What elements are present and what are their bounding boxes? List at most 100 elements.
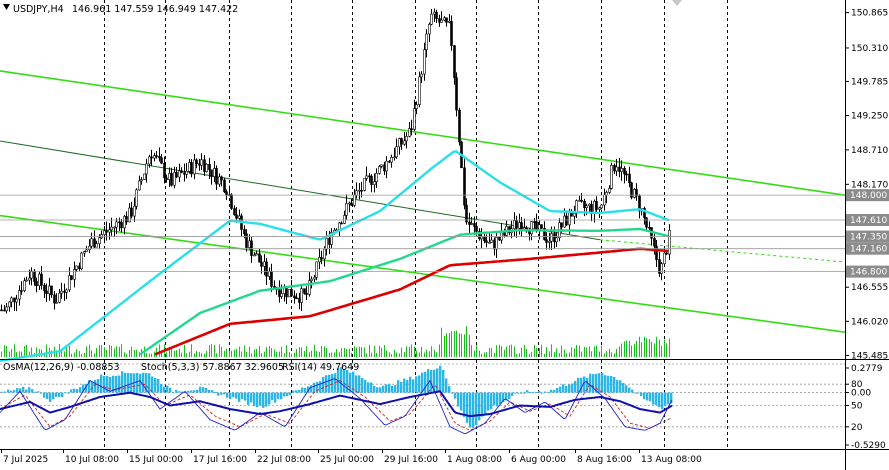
price-axis[interactable]: 150.865 150.310 149.785 149.250 148.710 148.1… <box>845 9 888 362</box>
candle-body-54[interactable] <box>135 189 138 207</box>
candle-body-251[interactable] <box>628 173 631 184</box>
candle-body-248[interactable] <box>620 168 623 172</box>
candle-body-178[interactable] <box>445 17 448 23</box>
candle-body-66[interactable] <box>165 177 168 180</box>
candle-body-92[interactable] <box>230 194 233 209</box>
candle-body-13[interactable] <box>33 270 36 282</box>
stoch-main-line[interactable] <box>0 378 673 434</box>
candle-body-64[interactable] <box>160 157 163 164</box>
candle-body-206[interactable] <box>515 220 518 229</box>
candle-body-142[interactable] <box>355 190 358 196</box>
candle-body-44[interactable] <box>110 226 113 231</box>
candle-body-103[interactable] <box>258 253 261 263</box>
candle-body-194[interactable] <box>485 240 488 243</box>
candle-body-243[interactable] <box>608 188 611 193</box>
candle-body-3[interactable] <box>8 301 11 308</box>
candle-body-61[interactable] <box>153 155 156 159</box>
candle-body-120[interactable] <box>300 288 303 303</box>
candle-body-98[interactable] <box>245 233 248 248</box>
candle-body-161[interactable] <box>403 140 406 145</box>
candle-body-67[interactable] <box>168 173 171 180</box>
candle-body-216[interactable] <box>540 224 543 229</box>
candle-body-58[interactable] <box>145 163 148 175</box>
candle-body-214[interactable] <box>535 221 538 231</box>
candle-body-111[interactable] <box>278 289 281 297</box>
candle-body-234[interactable] <box>585 205 588 209</box>
candle-body-23[interactable] <box>58 292 61 303</box>
candle-body-250[interactable] <box>625 173 628 176</box>
candle-body-18[interactable] <box>45 290 48 294</box>
candle-body-56[interactable] <box>140 179 143 182</box>
candle-body-144[interactable] <box>360 189 363 192</box>
candle-body-36[interactable] <box>90 238 93 247</box>
candle-body-78[interactable] <box>195 159 198 164</box>
candle-body-183[interactable] <box>458 109 461 143</box>
candle-body-45[interactable] <box>113 226 116 229</box>
candle-body-52[interactable] <box>130 207 133 217</box>
candle-body-176[interactable] <box>440 19 443 23</box>
candle-body-1[interactable] <box>3 309 6 312</box>
candle-body-163[interactable] <box>408 128 411 137</box>
candle-body-39[interactable] <box>98 237 101 244</box>
candle-body-48[interactable] <box>120 222 123 229</box>
candle-body-171[interactable] <box>428 23 431 35</box>
candle-body-99[interactable] <box>248 240 251 248</box>
candle-body-33[interactable] <box>83 251 86 254</box>
candle-body-82[interactable] <box>205 164 208 172</box>
ma-mid-line[interactable] <box>139 227 669 356</box>
candle-body-123[interactable] <box>308 280 311 295</box>
candle-body-188[interactable] <box>470 223 473 225</box>
candle-body-128[interactable] <box>320 257 323 260</box>
candle-body-174[interactable] <box>435 11 438 19</box>
candle-body-30[interactable] <box>75 265 78 270</box>
candle-body-224[interactable] <box>560 222 563 228</box>
candle-body-84[interactable] <box>210 169 213 177</box>
candle-body-116[interactable] <box>290 289 293 297</box>
candle-body-85[interactable] <box>213 168 216 177</box>
candle-body-239[interactable] <box>598 207 601 210</box>
candle-body-229[interactable] <box>573 213 576 217</box>
candle-body-181[interactable] <box>453 45 456 78</box>
candle-body-46[interactable] <box>115 221 118 228</box>
candle-body-5[interactable] <box>13 297 16 303</box>
candle-body-43[interactable] <box>108 229 111 233</box>
candle-body-191[interactable] <box>478 231 481 240</box>
candle-body-108[interactable] <box>270 271 273 287</box>
candle-body-37[interactable] <box>93 238 96 248</box>
candle-body-232[interactable] <box>580 199 583 202</box>
candle-body-127[interactable] <box>318 257 321 263</box>
candle-body-220[interactable] <box>550 233 553 242</box>
candle-body-53[interactable] <box>133 205 136 217</box>
channel-lines[interactable] <box>0 70 846 333</box>
candle-body-76[interactable] <box>190 162 193 175</box>
candle-body-126[interactable] <box>315 261 318 278</box>
candle-body-168[interactable] <box>420 73 423 78</box>
ma-fast-line[interactable] <box>0 149 670 362</box>
candle-body-29[interactable] <box>73 269 76 280</box>
candle-body-88[interactable] <box>220 176 223 181</box>
candle-body-65[interactable] <box>163 162 166 179</box>
candle-body-166[interactable] <box>415 104 418 109</box>
candle-body-189[interactable] <box>473 223 476 227</box>
candle-body-230[interactable] <box>575 200 578 214</box>
candle-body-193[interactable] <box>483 236 486 242</box>
candle-body-112[interactable] <box>280 293 283 297</box>
time-axis[interactable]: 7 Jul 2025 10 Jul 08:00 15 Jul 00:00 17 Jul… <box>1 449 702 465</box>
candle-body-106[interactable] <box>265 261 268 277</box>
candle-body-0[interactable] <box>0 309 3 312</box>
candle-body-27[interactable] <box>68 275 71 291</box>
candle-body-152[interactable] <box>380 164 383 167</box>
moving-averages[interactable] <box>0 149 670 362</box>
candle-body-79[interactable] <box>198 163 201 166</box>
candle-body-101[interactable] <box>253 254 256 257</box>
candle-body-145[interactable] <box>363 178 366 191</box>
candle-body-24[interactable] <box>60 290 63 294</box>
candle-body-32[interactable] <box>80 252 83 270</box>
candle-body-233[interactable] <box>583 201 586 209</box>
candle-body-87[interactable] <box>218 176 221 185</box>
candle-body-104[interactable] <box>260 261 263 267</box>
candle-body-264[interactable] <box>660 263 663 274</box>
candle-body-74[interactable] <box>185 171 188 175</box>
candle-body-4[interactable] <box>10 297 13 303</box>
